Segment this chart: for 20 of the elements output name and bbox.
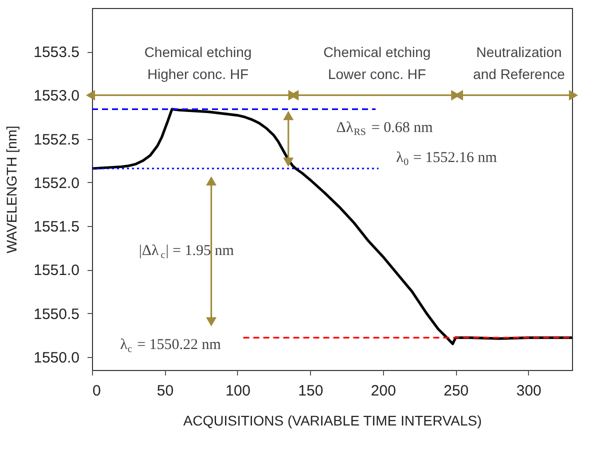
annotation: Neutralization and Reference xyxy=(473,44,566,82)
y-tick-label: 1553.5 xyxy=(34,44,80,62)
y-tick-label: 1550.5 xyxy=(34,306,80,323)
x-tick-label: 100 xyxy=(225,382,250,400)
y-tick-label: 1553.0 xyxy=(34,88,80,105)
y-tick-label: 1550.0 xyxy=(34,349,80,366)
x-axis-title: ACQUISITIONS (VARIABLE TIME INTERVALS) xyxy=(183,412,482,428)
x-tick-label: 300 xyxy=(516,382,542,400)
x-tick-label: 200 xyxy=(370,382,396,400)
annotation: Chemical etching Lower conc. HF xyxy=(323,44,431,82)
annotation: Chemical etching Higher conc. HF xyxy=(144,44,252,82)
y-tick-label: 1552.0 xyxy=(34,174,80,192)
y-tick-label: 1552.5 xyxy=(34,131,80,148)
x-tick-label: 50 xyxy=(156,382,174,400)
y-tick-label: 1551.0 xyxy=(34,262,80,280)
y-axis-title: WAVELENGTH [nm] xyxy=(4,126,20,254)
x-tick-label: 0 xyxy=(92,382,101,400)
y-tick-label: 1551.5 xyxy=(34,218,80,236)
x-tick-label: 150 xyxy=(298,382,324,400)
x-tick-label: 250 xyxy=(444,382,469,400)
